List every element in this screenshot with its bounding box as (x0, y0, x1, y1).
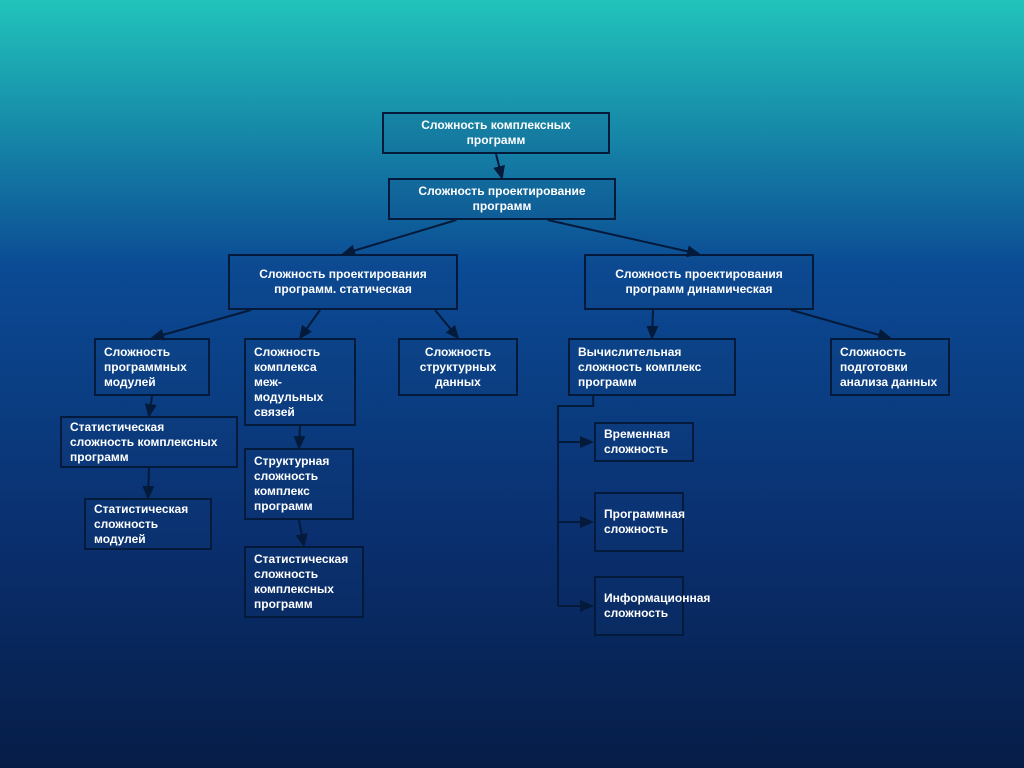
node-n14: Временная сложность (594, 422, 694, 462)
edge-5 (435, 310, 458, 338)
edge-7 (791, 310, 890, 338)
edge-3 (152, 310, 251, 338)
node-n7: Сложность структурных данных (398, 338, 518, 396)
node-n13: Статистическая сложность комплексных про… (244, 546, 364, 618)
node-n11: Статистическая сложность модулей (84, 498, 212, 550)
spine-under-n8 (558, 396, 593, 606)
edge-8 (149, 396, 152, 416)
node-n12: Структурная сложность комплекс программ (244, 448, 354, 520)
node-n1: Сложность комплексных программ (382, 112, 610, 154)
node-n3: Сложность проектирования программ. стати… (228, 254, 458, 310)
edge-0 (496, 154, 502, 178)
node-n5: Сложность программных модулей (94, 338, 210, 396)
node-n6: Сложность комплекса меж-модульных связей (244, 338, 356, 426)
node-n15: Программная сложность (594, 492, 684, 552)
node-n2: Сложность проектирование программ (388, 178, 616, 220)
edge-9 (148, 468, 149, 498)
edge-4 (300, 310, 320, 338)
node-n16: Информационная сложность (594, 576, 684, 636)
edge-1 (343, 220, 456, 254)
edge-11 (299, 520, 304, 546)
edge-2 (548, 220, 699, 254)
node-n10: Статистическая сложность комплексных про… (60, 416, 238, 468)
edge-6 (652, 310, 653, 338)
node-n8: Вычислительная сложность комплекс програ… (568, 338, 736, 396)
node-n4: Сложность проектирования программ динами… (584, 254, 814, 310)
edge-10 (299, 426, 300, 448)
node-n9: Сложность подготовки анализа данных (830, 338, 950, 396)
